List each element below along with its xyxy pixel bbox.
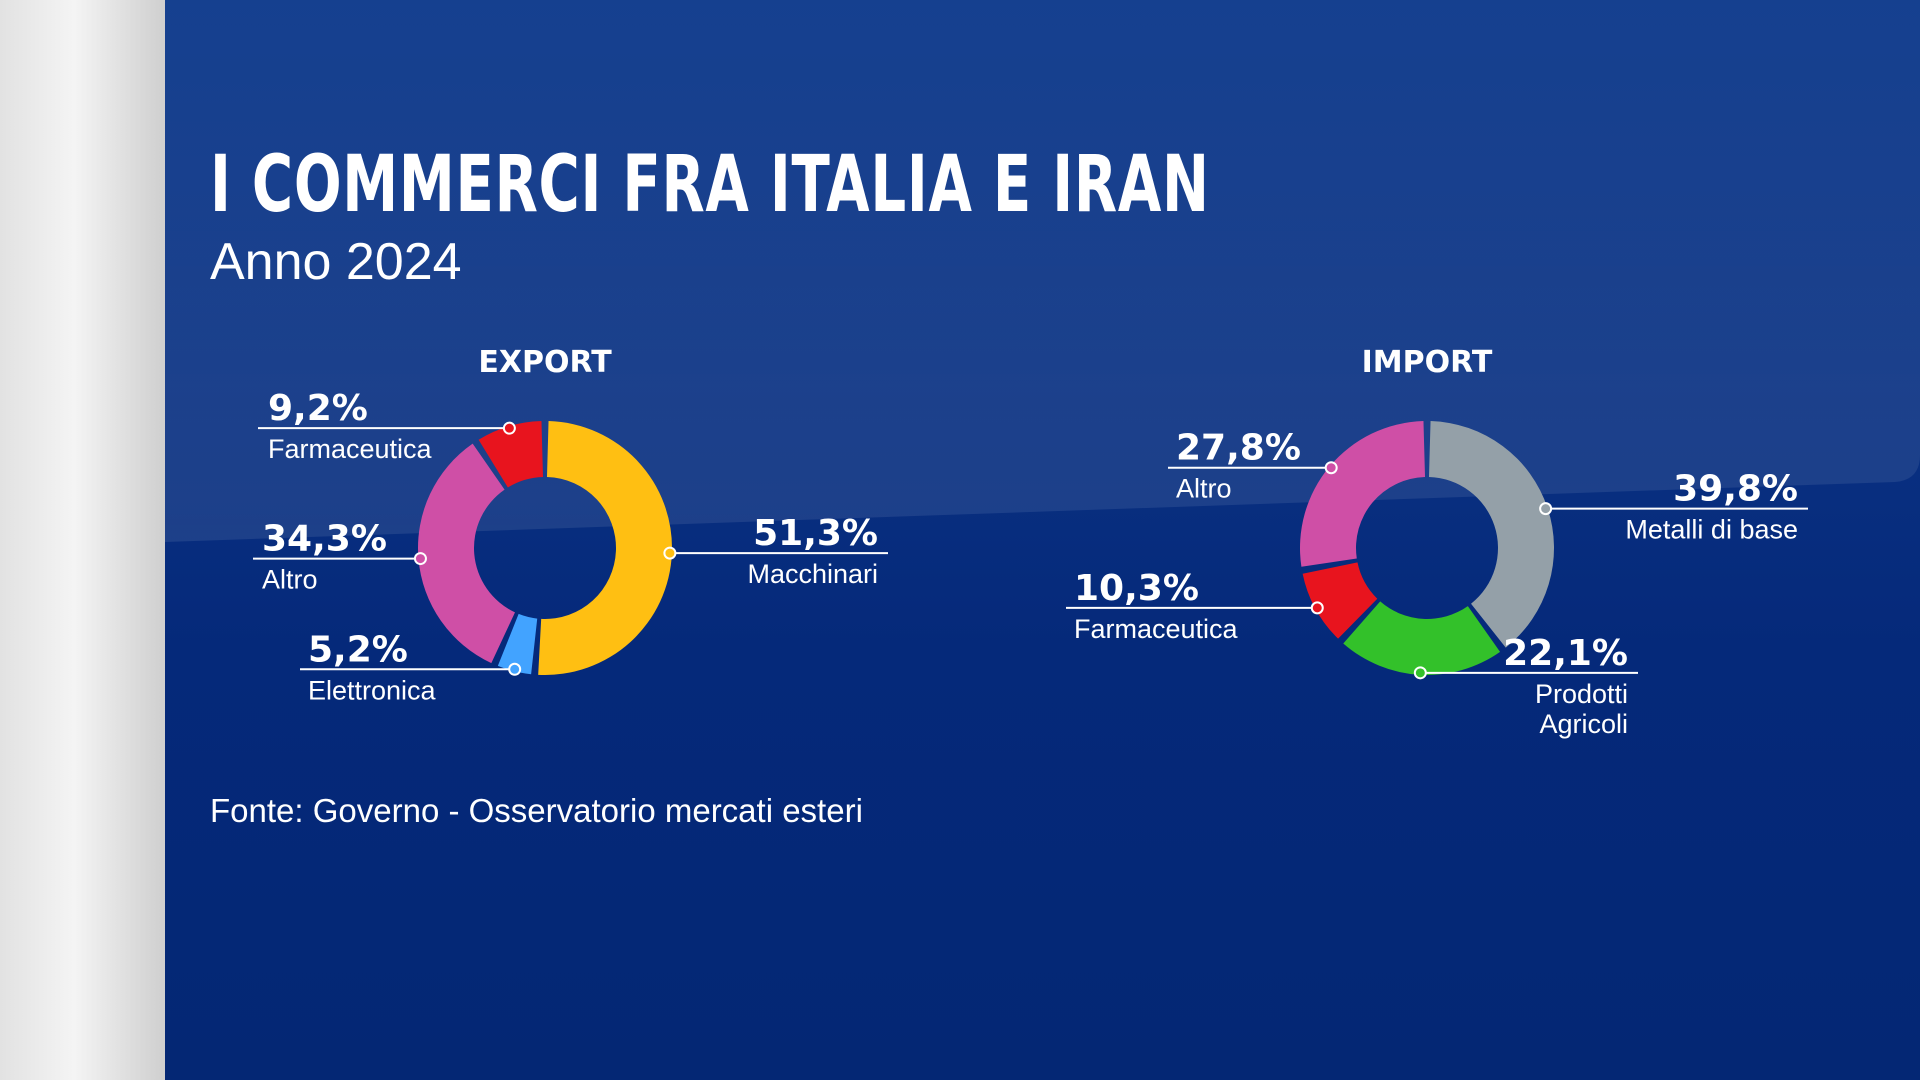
import-slice-farmaceutica xyxy=(1302,562,1378,639)
import-label-farmaceutica: Farmaceutica xyxy=(1074,614,1239,644)
import-callouts: 39,8% Metalli di base 22,1% ProdottiAgricol… xyxy=(1066,428,1808,739)
import-label-prodotti-agricoli-1: Agricoli xyxy=(1539,709,1628,739)
import-slice-altro xyxy=(1300,421,1426,567)
import-value-farmaceutica: 10,3% xyxy=(1074,568,1199,609)
import-value-altro: 27,8% xyxy=(1176,428,1301,469)
import-callout-dot-prodotti-agricoli xyxy=(1413,666,1427,680)
import-value-metalli-di-base: 39,8% xyxy=(1673,469,1798,510)
import-value-prodotti-agricoli: 22,1% xyxy=(1503,633,1628,674)
import-label-prodotti-agricoli-0: Prodotti xyxy=(1535,679,1628,709)
import-chart-title: IMPORT xyxy=(1362,345,1493,380)
import-slice-prodotti-agricoli xyxy=(1343,601,1501,675)
export-label-macchinari: Macchinari xyxy=(747,559,878,589)
import-slice-metalli-di-base xyxy=(1428,421,1554,648)
export-label-farmaceutica: Farmaceutica xyxy=(268,434,433,464)
export-callout-dot-macchinari xyxy=(663,546,677,560)
export-slice-altro xyxy=(418,443,515,664)
export-chart-title: EXPORT xyxy=(478,345,612,380)
page-subtitle: Anno 2024 xyxy=(210,233,462,291)
export-slice-macchinari xyxy=(538,421,673,675)
export-value-macchinari: 51,3% xyxy=(753,513,878,554)
export-label-elettronica: Elettronica xyxy=(308,675,437,705)
import-label-altro: Altro xyxy=(1176,474,1232,504)
import-donut xyxy=(1300,421,1554,675)
export-callout-dot-farmaceutica xyxy=(502,421,516,435)
import-callout-dot-metalli-di-base xyxy=(1539,502,1553,516)
export-callouts: 51,3% Macchinari 5,2% Elettronica 34,3% Altro… xyxy=(253,388,888,705)
import-label-metalli-di-base: Metalli di base xyxy=(1625,515,1798,545)
export-donut xyxy=(418,421,673,675)
page-title: I COMMERCI FRA ITALIA E IRAN xyxy=(210,140,1210,230)
export-callout-dot-elettronica xyxy=(508,662,522,676)
export-slice-farmaceutica xyxy=(478,421,544,488)
export-value-farmaceutica: 9,2% xyxy=(268,388,368,429)
export-label-altro: Altro xyxy=(262,565,318,595)
import-callout-dot-altro xyxy=(1324,461,1338,475)
source-note: Fonte: Governo - Osservatorio mercati es… xyxy=(210,792,863,829)
main-panel xyxy=(165,0,1920,1080)
left-panel xyxy=(0,0,165,1080)
export-value-altro: 34,3% xyxy=(262,519,387,560)
import-callout-dot-farmaceutica xyxy=(1310,601,1324,615)
export-slice-elettronica xyxy=(497,613,538,675)
export-callout-dot-altro xyxy=(413,552,427,566)
sheen-overlay xyxy=(165,0,1920,542)
export-value-elettronica: 5,2% xyxy=(308,629,408,670)
